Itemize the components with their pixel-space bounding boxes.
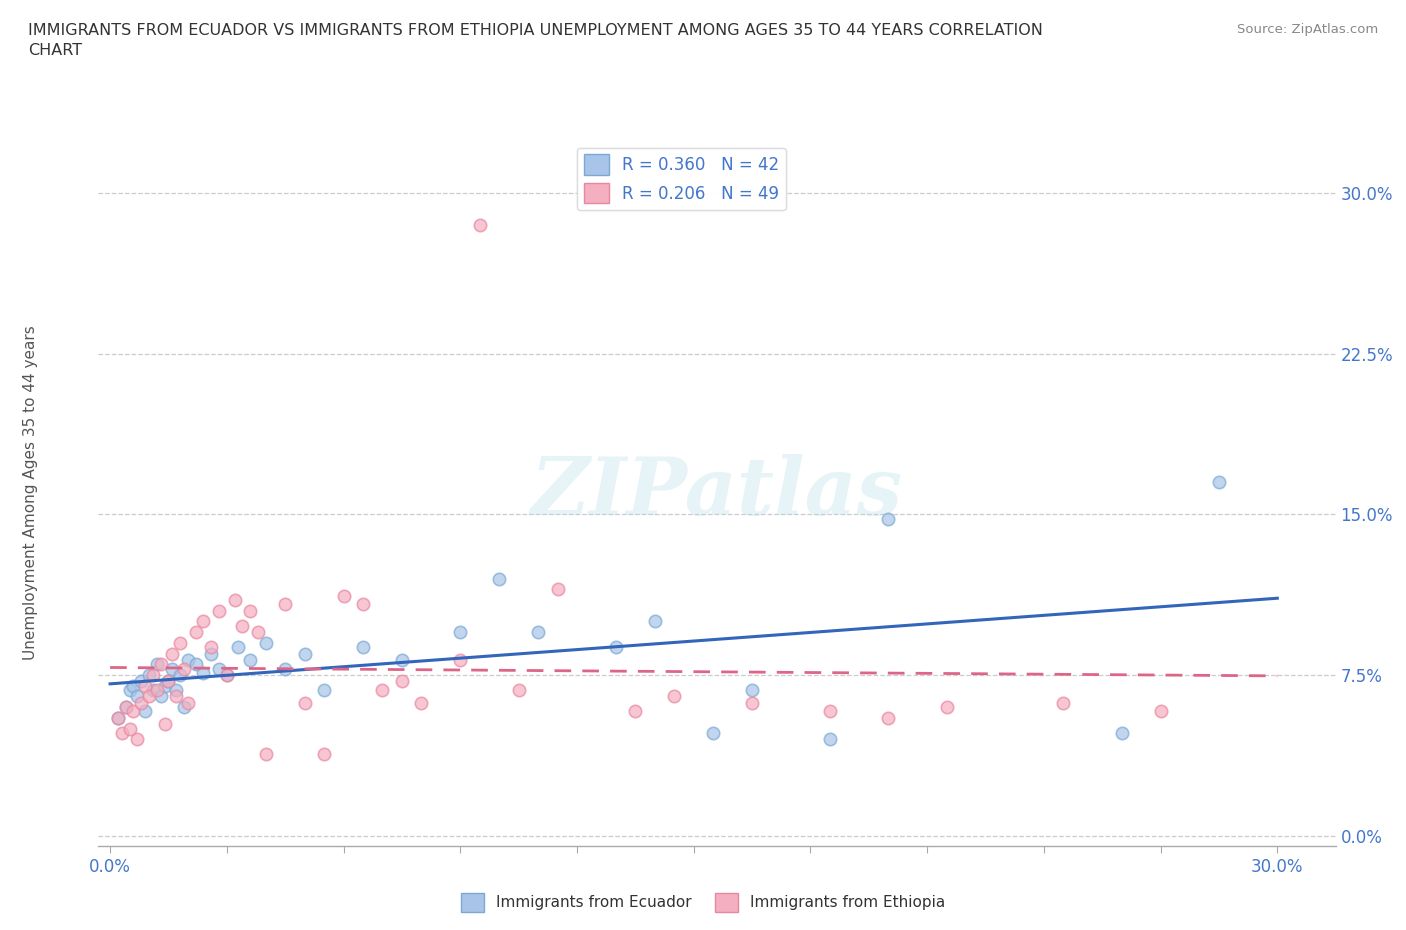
Point xyxy=(200,646,222,661)
Point xyxy=(391,674,413,689)
Point xyxy=(468,218,491,232)
Point xyxy=(332,589,354,604)
Point xyxy=(114,699,136,714)
Point xyxy=(142,683,165,698)
Point xyxy=(134,678,156,693)
Point xyxy=(935,699,957,714)
Point xyxy=(231,618,253,633)
Point xyxy=(165,683,187,698)
Point xyxy=(239,604,262,618)
Point xyxy=(818,704,841,719)
Point xyxy=(157,674,180,689)
Point xyxy=(215,668,238,683)
Point xyxy=(1149,704,1171,719)
Text: ZIPatlas: ZIPatlas xyxy=(531,454,903,532)
Point xyxy=(1208,474,1230,489)
Text: Source: ZipAtlas.com: Source: ZipAtlas.com xyxy=(1237,23,1378,36)
Point xyxy=(605,640,627,655)
Point xyxy=(352,640,374,655)
Point xyxy=(449,625,471,640)
Point xyxy=(129,674,152,689)
Point xyxy=(162,661,184,676)
Point xyxy=(177,653,200,668)
Point xyxy=(138,668,160,683)
Point xyxy=(741,683,763,698)
Point xyxy=(702,725,724,740)
Point xyxy=(411,696,433,711)
Legend: R = 0.360   N = 42, R = 0.206   N = 49: R = 0.360 N = 42, R = 0.206 N = 49 xyxy=(576,148,786,210)
Point xyxy=(488,571,510,586)
Point xyxy=(527,625,550,640)
Point xyxy=(111,725,134,740)
Point xyxy=(173,661,195,676)
Point xyxy=(107,711,129,725)
Text: Unemployment Among Ages 35 to 44 years: Unemployment Among Ages 35 to 44 years xyxy=(24,326,38,660)
Point xyxy=(314,747,336,762)
Point xyxy=(1052,696,1074,711)
Point xyxy=(228,640,250,655)
Point xyxy=(224,592,246,607)
Point xyxy=(818,732,841,747)
Point xyxy=(508,683,530,698)
Point xyxy=(314,683,336,698)
Point xyxy=(239,653,262,668)
Point xyxy=(449,653,471,668)
Point xyxy=(193,614,215,629)
Point xyxy=(254,747,277,762)
Point xyxy=(153,678,176,693)
Point xyxy=(644,614,666,629)
Text: IMMIGRANTS FROM ECUADOR VS IMMIGRANTS FROM ETHIOPIA UNEMPLOYMENT AMONG AGES 35 T: IMMIGRANTS FROM ECUADOR VS IMMIGRANTS FR… xyxy=(28,23,1043,58)
Point xyxy=(547,582,569,597)
Point xyxy=(246,625,269,640)
Point xyxy=(162,646,184,661)
Point xyxy=(107,711,129,725)
Point xyxy=(127,732,149,747)
Point xyxy=(153,717,176,732)
Point xyxy=(193,665,215,680)
Point xyxy=(134,704,156,719)
Point xyxy=(624,704,647,719)
Point xyxy=(129,696,152,711)
Point xyxy=(149,657,172,671)
Point xyxy=(169,668,191,683)
Point xyxy=(118,721,141,736)
Point xyxy=(157,674,180,689)
Point xyxy=(184,657,207,671)
Point xyxy=(122,678,145,693)
Point xyxy=(122,704,145,719)
Point xyxy=(208,604,231,618)
Point xyxy=(741,696,763,711)
Point xyxy=(391,653,413,668)
Point xyxy=(254,635,277,650)
Point xyxy=(371,683,394,698)
Point xyxy=(208,661,231,676)
Point xyxy=(146,683,169,698)
Point xyxy=(200,640,222,655)
Point xyxy=(877,512,900,526)
Point xyxy=(149,689,172,704)
Point xyxy=(274,661,297,676)
Point xyxy=(184,625,207,640)
Point xyxy=(215,668,238,683)
Legend: Immigrants from Ecuador, Immigrants from Ethiopia: Immigrants from Ecuador, Immigrants from… xyxy=(456,887,950,918)
Point xyxy=(118,683,141,698)
Point xyxy=(1111,725,1133,740)
Point xyxy=(146,657,169,671)
Point xyxy=(877,711,900,725)
Point xyxy=(169,635,191,650)
Point xyxy=(177,696,200,711)
Point xyxy=(274,597,297,612)
Point xyxy=(664,689,686,704)
Point xyxy=(142,668,165,683)
Point xyxy=(127,689,149,704)
Point xyxy=(294,646,316,661)
Point xyxy=(114,699,136,714)
Point xyxy=(352,597,374,612)
Point xyxy=(165,689,187,704)
Point xyxy=(138,689,160,704)
Point xyxy=(173,699,195,714)
Point xyxy=(294,696,316,711)
